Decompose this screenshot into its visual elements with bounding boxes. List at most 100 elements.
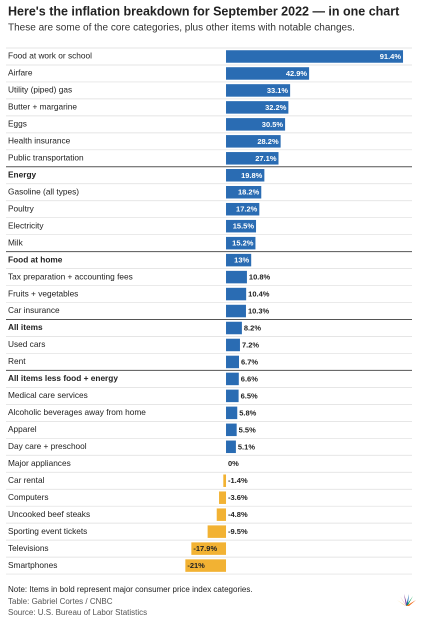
value-label: 17.2% (236, 205, 258, 214)
bar (191, 542, 227, 555)
category-label: Day care + preschool (8, 441, 87, 451)
bar (226, 406, 238, 420)
bar (226, 67, 310, 80)
bar (226, 236, 256, 250)
bar (226, 118, 286, 131)
bar (226, 135, 281, 148)
category-label: Health insurance (8, 136, 71, 146)
category-label: Major appliances (8, 458, 71, 468)
value-label: -9.5% (228, 527, 248, 536)
value-label: 6.5% (241, 391, 258, 400)
bar (207, 525, 227, 538)
category-label: Computers (8, 492, 49, 502)
bar (185, 559, 227, 572)
chart-title: Here's the inflation breakdown for Septe… (8, 4, 400, 18)
category-label: Eggs (8, 119, 27, 129)
category-label: Car rental (8, 475, 45, 485)
value-label: 33.1% (267, 86, 289, 95)
value-label: -3.6% (228, 493, 248, 502)
category-label: Used cars (8, 339, 45, 349)
category-label: Energy (8, 169, 37, 179)
value-label: 6.6% (241, 374, 258, 383)
value-label: 5.1% (238, 442, 255, 451)
bar (226, 372, 239, 386)
value-label: 13% (234, 256, 249, 265)
bar (226, 355, 239, 369)
chart-subtitle: These are some of the core categories, p… (8, 23, 355, 34)
value-label: 18.2% (238, 188, 260, 197)
bar (226, 287, 247, 301)
value-label: 91.4% (380, 52, 402, 61)
category-label: Fruits + vegetables (8, 288, 78, 298)
category-label: Gasoline (all types) (8, 186, 79, 196)
bar (226, 304, 246, 318)
value-label: 32.2% (265, 103, 287, 112)
category-label: Utility (piped) gas (8, 85, 72, 95)
value-label: 7.2% (242, 340, 259, 349)
category-label: Food at home (8, 254, 63, 264)
bar (226, 423, 237, 437)
category-label: Smartphones (8, 560, 57, 570)
bar (226, 84, 291, 97)
logo (397, 594, 416, 606)
bar (226, 389, 239, 403)
bar (226, 219, 257, 233)
bar (226, 440, 236, 454)
category-label: Milk (8, 237, 24, 247)
category-label: All items (8, 322, 43, 332)
bar (216, 508, 227, 521)
value-label: 42.9% (286, 69, 308, 78)
credit: Table: Gabriel Cortes / CNBC (8, 597, 113, 606)
bar (226, 50, 404, 63)
bar (223, 474, 227, 487)
value-label: 0% (228, 459, 239, 468)
value-label: 19.8% (241, 171, 263, 180)
category-label: Butter + margarine (8, 102, 77, 112)
source: Source: U.S. Bureau of Labor Statistics (8, 608, 147, 617)
value-label: 15.5% (233, 222, 255, 231)
bar (226, 185, 262, 199)
bar (226, 338, 240, 352)
value-label: 5.8% (239, 408, 256, 417)
value-label: -17.9% (193, 544, 217, 553)
value-label: 10.8% (249, 273, 271, 282)
value-label: 27.1% (255, 154, 277, 163)
category-label: Medical care services (8, 390, 88, 400)
value-label: 28.2% (257, 137, 279, 146)
category-label: Tax preparation + accounting fees (8, 271, 133, 281)
bar (226, 101, 289, 114)
value-label: -1.4% (228, 476, 248, 485)
value-label: 5.5% (239, 425, 256, 434)
value-label: 8.2% (244, 323, 261, 332)
category-label: Televisions (8, 543, 49, 553)
category-label: Alcoholic beverages away from home (8, 407, 146, 417)
value-label: 6.7% (241, 357, 258, 366)
category-label: All items less food + energy (8, 373, 118, 383)
bar (226, 152, 279, 165)
category-label: Public transportation (8, 152, 84, 162)
bar (226, 321, 242, 335)
value-label: 10.3% (248, 307, 270, 316)
category-label: Food at work or school (8, 51, 92, 61)
bar (219, 491, 227, 504)
note: Note: Items in bold represent major cons… (8, 585, 253, 594)
category-label: Electricity (8, 220, 44, 230)
category-label: Poultry (8, 203, 35, 213)
category-label: Airfare (8, 68, 33, 78)
category-label: Rent (8, 356, 26, 366)
category-label: Car insurance (8, 305, 60, 315)
value-label: -21% (187, 561, 205, 570)
bar (226, 253, 252, 267)
bar (226, 202, 260, 216)
value-label: 30.5% (262, 120, 284, 129)
value-label: 15.2% (232, 239, 254, 248)
value-label: 10.4% (248, 290, 270, 299)
bar (226, 270, 247, 284)
category-label: Uncooked beef steaks (8, 509, 90, 519)
bar (226, 169, 265, 182)
value-label: -4.8% (228, 510, 248, 519)
category-label: Apparel (8, 424, 37, 434)
category-label: Sporting event tickets (8, 526, 87, 536)
